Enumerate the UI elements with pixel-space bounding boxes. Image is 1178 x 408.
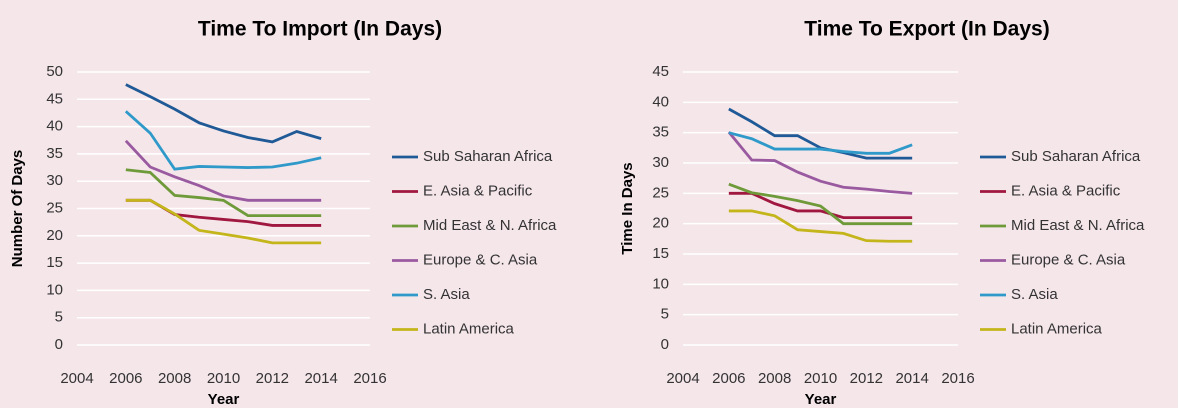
y-tick-label: 25 xyxy=(652,184,669,201)
y-tick-label: 40 xyxy=(652,93,669,110)
line xyxy=(124,110,322,171)
x-tick-label: 2016 xyxy=(941,370,974,387)
x-tick-label: 2008 xyxy=(158,370,191,387)
chart: Time To Import (In Days) 0 5 10 15 20 25 30 35 40… xyxy=(9,18,557,408)
x-tick-label: 2006 xyxy=(109,370,142,387)
x-axis-label: Year xyxy=(208,391,240,408)
legend-label: Sub Saharan Africa xyxy=(1011,148,1141,165)
y-tick-label: 0 xyxy=(55,336,63,353)
x-tick-label: 2004 xyxy=(666,370,699,387)
x-tick-label: 2004 xyxy=(60,370,93,387)
y-tick-label: 45 xyxy=(46,90,63,107)
x-tick-label: 2016 xyxy=(353,370,386,387)
x-tick-label: 2010 xyxy=(207,370,240,387)
legend-label: E. Asia & Pacific xyxy=(423,182,533,199)
line xyxy=(728,131,913,155)
x-tick-label: 2014 xyxy=(895,370,928,387)
line xyxy=(727,131,913,195)
line xyxy=(124,139,322,202)
y-tick-label: 20 xyxy=(46,227,63,244)
y-tick-label: 10 xyxy=(46,281,63,298)
chart-title: Time To Import (In Days) xyxy=(198,18,442,41)
y-tick-label: 5 xyxy=(661,306,669,323)
line xyxy=(125,168,322,217)
x-tick-label: 2010 xyxy=(804,370,837,387)
line xyxy=(728,191,913,219)
y-tick-label: 0 xyxy=(661,336,669,353)
x-tick-label: 2014 xyxy=(304,370,337,387)
y-tick-label: 40 xyxy=(46,118,63,135)
legend-label: Mid East & N. Africa xyxy=(1011,217,1145,234)
x-axis-label: Year xyxy=(805,391,837,408)
y-tick-label: 20 xyxy=(652,215,669,232)
y-tick-label: 5 xyxy=(55,309,63,326)
legend-label: Europe & C. Asia xyxy=(423,251,538,268)
y-tick-label: 10 xyxy=(652,275,669,292)
legend-label: Mid East & N. Africa xyxy=(423,217,557,234)
y-tick-label: 50 xyxy=(46,63,63,80)
y-tick-label: 25 xyxy=(46,199,63,216)
y-tick-label: 15 xyxy=(652,245,669,262)
legend-label: S. Asia xyxy=(1011,286,1058,303)
x-tick-label: 2008 xyxy=(758,370,791,387)
y-tick-label: 30 xyxy=(46,172,63,189)
legend-label: S. Asia xyxy=(423,286,470,303)
y-tick-label: 45 xyxy=(652,63,669,80)
line xyxy=(125,198,322,245)
y-axis-label: Number Of Days xyxy=(9,150,26,268)
legend-label: E. Asia & Pacific xyxy=(1011,182,1121,199)
line xyxy=(728,209,913,243)
legend-label: Latin America xyxy=(423,320,515,337)
y-tick-label: 30 xyxy=(652,154,669,171)
x-tick-label: 2006 xyxy=(712,370,745,387)
legend-label: Europe & C. Asia xyxy=(1011,251,1126,268)
x-tick-label: 2012 xyxy=(256,370,289,387)
legend-label: Sub Saharan Africa xyxy=(423,148,553,165)
y-tick-label: 35 xyxy=(652,124,669,141)
line xyxy=(728,107,913,160)
y-tick-label: 35 xyxy=(46,145,63,162)
chart: Time To Export (In Days) 0 5 10 15 20 25 30 35 40… xyxy=(619,18,1145,408)
y-tick-label: 15 xyxy=(46,254,63,271)
x-tick-label: 2012 xyxy=(850,370,883,387)
line xyxy=(728,182,913,226)
line xyxy=(125,83,322,144)
chart-title: Time To Export (In Days) xyxy=(804,18,1049,41)
y-axis-label: Time In Days xyxy=(619,162,636,254)
legend-label: Latin America xyxy=(1011,320,1103,337)
